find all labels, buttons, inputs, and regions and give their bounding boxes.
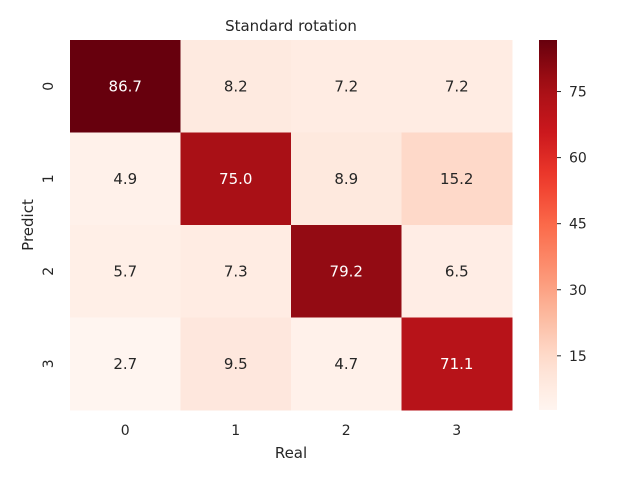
cell-value-label: 7.3 bbox=[224, 262, 248, 280]
heatmap-cell bbox=[401, 40, 513, 133]
colorbar bbox=[539, 40, 557, 410]
colorbar-tick-label: 30 bbox=[569, 283, 587, 299]
heatmap-cell bbox=[180, 225, 292, 318]
x-axis-label: Real bbox=[275, 444, 307, 462]
x-tick-label: 0 bbox=[121, 423, 130, 439]
cell-value-label: 6.5 bbox=[445, 262, 469, 280]
cell-value-label: 71.1 bbox=[440, 355, 473, 373]
y-tick-label: 2 bbox=[41, 267, 57, 276]
y-axis-label: Predict bbox=[19, 199, 37, 251]
heatmap-cell bbox=[70, 225, 181, 318]
x-tick-label: 3 bbox=[452, 423, 461, 439]
heatmap-cell bbox=[291, 225, 402, 318]
colorbar-tick-label: 15 bbox=[569, 349, 587, 365]
cell-value-label: 75.0 bbox=[219, 170, 252, 188]
heatmap-cell bbox=[291, 40, 402, 133]
cell-value-label: 79.2 bbox=[330, 262, 363, 280]
heatmap-cell bbox=[180, 132, 292, 226]
cell-value-label: 5.7 bbox=[113, 262, 137, 280]
colorbar-tick-label: 45 bbox=[569, 217, 587, 233]
cell-value-label: 7.2 bbox=[445, 77, 469, 95]
y-tick-labels: 0 1 2 3 bbox=[41, 82, 57, 368]
y-tick-label: 1 bbox=[41, 174, 57, 183]
cell-value-label: 4.9 bbox=[113, 170, 137, 188]
heatmap-cell bbox=[401, 225, 513, 318]
cell-value-label: 2.7 bbox=[113, 355, 137, 373]
cell-value-label: 8.2 bbox=[224, 77, 248, 95]
colorbar-tick-label: 60 bbox=[569, 151, 587, 167]
heatmap-cell bbox=[180, 317, 292, 411]
heatmap-cell bbox=[401, 317, 513, 411]
heatmap-cell bbox=[70, 132, 181, 226]
heatmap-cell bbox=[401, 132, 513, 226]
chart-title: Standard rotation bbox=[225, 17, 357, 35]
heatmap-cell bbox=[70, 317, 181, 411]
cell-value-label: 8.9 bbox=[334, 170, 358, 188]
cell-value-label: 15.2 bbox=[440, 170, 473, 188]
cell-value-label: 4.7 bbox=[334, 355, 358, 373]
colorbar-tick-label: 75 bbox=[569, 85, 587, 101]
heatmap-cell bbox=[291, 317, 402, 411]
heatmap-cells: 86.7 8.2 7.2 7.2 4.9 75.0 8.9 15.2 5.7 7.3 79.2 6.5… bbox=[70, 40, 513, 411]
cell-value-label: 9.5 bbox=[224, 355, 248, 373]
y-tick-label: 3 bbox=[41, 359, 57, 368]
cell-value-label: 7.2 bbox=[334, 77, 358, 95]
x-tick-labels: 0 1 2 3 bbox=[121, 423, 461, 439]
heatmap-cell bbox=[180, 40, 292, 133]
y-tick-label: 0 bbox=[41, 82, 57, 91]
heatmap-cell bbox=[291, 132, 402, 226]
x-tick-label: 1 bbox=[231, 423, 240, 439]
colorbar-ticks: 15 30 45 60 75 bbox=[557, 85, 587, 365]
x-tick-label: 2 bbox=[342, 423, 351, 439]
heatmap-cell bbox=[70, 40, 181, 133]
cell-value-label: 86.7 bbox=[109, 77, 142, 95]
